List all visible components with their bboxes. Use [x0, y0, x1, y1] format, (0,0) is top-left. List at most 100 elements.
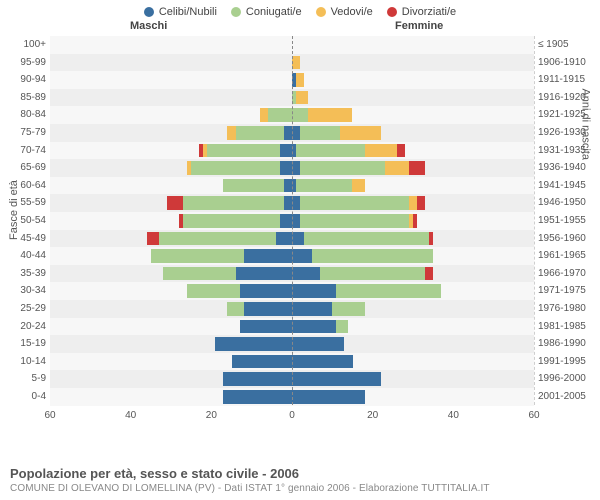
- legend-item: Divorziati/e: [387, 6, 456, 18]
- bar-female: [292, 108, 352, 122]
- legend-item: Vedovi/e: [316, 6, 373, 18]
- bar-segment: [417, 196, 425, 210]
- birth-label: 1936-1940: [538, 159, 598, 177]
- bar-segment: [223, 372, 292, 386]
- bar-segment: [409, 196, 417, 210]
- x-tick: 0: [289, 410, 295, 421]
- bar-segment: [429, 232, 433, 246]
- birth-label: 1916-1920: [538, 89, 598, 107]
- bar-female: [292, 232, 433, 246]
- bar-segment: [207, 144, 280, 158]
- bar-male: [223, 179, 292, 193]
- birth-label: 1981-1985: [538, 318, 598, 336]
- bar-male: [187, 161, 292, 175]
- bar-male: [227, 302, 292, 316]
- birth-label: 1951-1955: [538, 212, 598, 230]
- birth-label: 1926-1930: [538, 124, 598, 142]
- x-tick: 20: [206, 410, 217, 421]
- footer: Popolazione per età, sesso e stato civil…: [10, 466, 490, 494]
- birth-label: 1921-1925: [538, 106, 598, 124]
- bar-segment: [240, 284, 292, 298]
- bar-segment: [300, 196, 409, 210]
- bar-segment: [276, 232, 292, 246]
- bar-segment: [292, 267, 320, 281]
- bar-female: [292, 320, 348, 334]
- bar-male: [232, 355, 293, 369]
- bar-segment: [187, 284, 239, 298]
- age-label: 65-69: [2, 159, 46, 177]
- bar-segment: [296, 73, 304, 87]
- bar-male: [163, 267, 292, 281]
- age-label: 15-19: [2, 335, 46, 353]
- bar-segment: [223, 390, 292, 404]
- age-label: 0-4: [2, 388, 46, 406]
- bar-segment: [183, 196, 284, 210]
- bar-male: [147, 232, 292, 246]
- birth-label: 1991-1995: [538, 353, 598, 371]
- bar-segment: [296, 91, 308, 105]
- bar-segment: [336, 284, 441, 298]
- bar-segment: [292, 108, 308, 122]
- birth-label: 2001-2005: [538, 388, 598, 406]
- bar-segment: [147, 232, 159, 246]
- birth-label: 1986-1990: [538, 335, 598, 353]
- bar-segment: [340, 126, 380, 140]
- bar-segment: [292, 249, 312, 263]
- bar-segment: [300, 214, 409, 228]
- bar-segment: [284, 126, 292, 140]
- legend-label: Celibi/Nubili: [159, 6, 217, 18]
- bar-segment: [292, 161, 300, 175]
- age-label: 75-79: [2, 124, 46, 142]
- plot: 100+≤ 190595-991906-191090-941911-191585…: [50, 36, 534, 406]
- x-tick: 60: [44, 410, 55, 421]
- bar-segment: [292, 126, 300, 140]
- bar-segment: [215, 337, 292, 351]
- age-label: 45-49: [2, 230, 46, 248]
- bar-female: [292, 302, 365, 316]
- bar-segment: [308, 108, 352, 122]
- bar-segment: [280, 161, 292, 175]
- bar-male: [260, 108, 292, 122]
- birth-label: 1961-1965: [538, 247, 598, 265]
- bar-female: [292, 249, 433, 263]
- age-label: 100+: [2, 36, 46, 54]
- bar-female: [292, 161, 425, 175]
- bar-male: [227, 126, 292, 140]
- bar-segment: [236, 267, 292, 281]
- chart-area: 100+≤ 190595-991906-191090-941911-191585…: [50, 36, 534, 432]
- bar-segment: [227, 126, 235, 140]
- birth-label: 1911-1915: [538, 71, 598, 89]
- bar-male: [223, 390, 292, 404]
- legend-label: Vedovi/e: [331, 6, 373, 18]
- legend: Celibi/NubiliConiugati/eVedovi/eDivorzia…: [0, 0, 600, 20]
- bar-segment: [183, 214, 280, 228]
- legend-swatch: [231, 7, 241, 17]
- bar-segment: [151, 249, 244, 263]
- bar-female: [292, 126, 381, 140]
- bar-segment: [292, 390, 365, 404]
- x-tick: 60: [528, 410, 539, 421]
- bar-segment: [425, 267, 433, 281]
- birth-label: 1931-1935: [538, 142, 598, 160]
- birth-label: 1941-1945: [538, 177, 598, 195]
- bar-segment: [365, 144, 397, 158]
- bar-segment: [300, 126, 340, 140]
- bar-segment: [280, 144, 292, 158]
- bar-segment: [223, 179, 284, 193]
- gender-headers: Maschi Femmine: [0, 20, 600, 36]
- bar-female: [292, 196, 425, 210]
- bar-segment: [292, 320, 336, 334]
- bar-segment: [296, 144, 365, 158]
- bar-segment: [227, 302, 243, 316]
- age-label: 20-24: [2, 318, 46, 336]
- age-label: 10-14: [2, 353, 46, 371]
- header-male: Maschi: [130, 20, 167, 32]
- bar-segment: [292, 196, 300, 210]
- legend-swatch: [387, 7, 397, 17]
- bar-segment: [385, 161, 409, 175]
- bar-segment: [320, 267, 425, 281]
- age-label: 25-29: [2, 300, 46, 318]
- bar-female: [292, 214, 417, 228]
- bar-male: [199, 144, 292, 158]
- x-tick: 40: [448, 410, 459, 421]
